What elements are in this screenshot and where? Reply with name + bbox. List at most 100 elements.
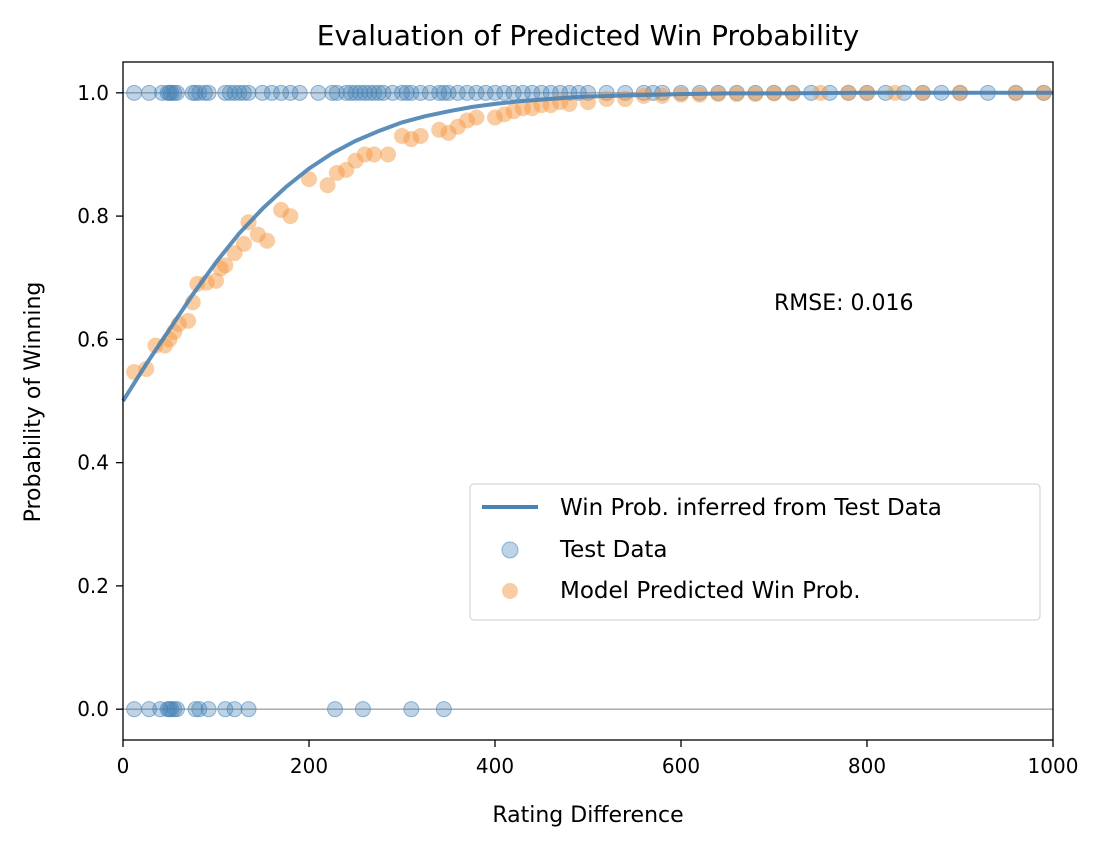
test-data-point <box>370 84 387 101</box>
x-axis-label: Rating Difference <box>492 803 683 828</box>
legend-box <box>469 483 1041 621</box>
y-tick-label: 0.0 <box>77 697 109 721</box>
y-tick-label: 0.8 <box>77 204 109 228</box>
test-data-point <box>440 84 457 101</box>
y-tick-label: 1.0 <box>77 81 109 105</box>
test-data-point <box>231 84 248 101</box>
legend-label-model: Model Predicted Win Prob. <box>560 578 861 604</box>
win-prob-curve <box>121 90 1053 403</box>
x-tick-label: 600 <box>662 754 700 778</box>
test-data-point <box>168 701 185 718</box>
legend-test-marker <box>501 541 519 559</box>
test-data-point <box>496 84 513 101</box>
model-prediction-point <box>617 90 634 107</box>
test-data-point <box>468 84 485 101</box>
test-data-point <box>403 84 420 101</box>
test-data-point <box>384 84 401 101</box>
test-data-point <box>375 84 392 101</box>
legend: Win Prob. inferred from Test Data Test D… <box>469 483 1041 621</box>
test-data-point <box>200 701 217 718</box>
test-data-point <box>200 84 217 101</box>
chart-title: Evaluation of Predicted Win Probability <box>317 19 859 52</box>
model-prediction-point <box>235 235 252 252</box>
tick-layer: 0 200 400 600 800 1000 0.0 0.2 0.4 0.6 0.8 1.0 <box>77 81 1078 778</box>
model-prediction-point <box>282 208 299 225</box>
test-data-point <box>324 84 341 101</box>
test-data-point <box>141 701 158 718</box>
test-data-point <box>263 84 280 101</box>
test-data-point <box>421 84 438 101</box>
test-data-point <box>187 701 204 718</box>
test-data-point <box>291 84 308 101</box>
test-data-point <box>310 84 327 101</box>
test-data-point <box>356 84 373 101</box>
x-tick-label: 200 <box>290 754 328 778</box>
test-data-point <box>435 84 452 101</box>
test-data-point <box>328 84 345 101</box>
test-data-point <box>398 84 415 101</box>
test-data-point <box>273 84 290 101</box>
test-data-point <box>187 84 204 101</box>
axes-frame <box>122 61 1054 741</box>
model-prediction-point <box>180 312 197 329</box>
test-data-point <box>477 84 494 101</box>
model-prediction-point <box>301 171 317 188</box>
model-prediction-point <box>598 90 615 107</box>
model-prediction-point <box>319 177 336 194</box>
model-prediction-point <box>561 95 578 112</box>
test-data-point <box>487 84 503 101</box>
model-prediction-point <box>208 272 224 289</box>
x-tick-label: 400 <box>476 754 514 778</box>
test-data-point <box>403 701 420 718</box>
test-data-point <box>361 84 378 101</box>
test-data-point <box>126 701 143 718</box>
y-tick-label: 0.6 <box>77 327 109 351</box>
rmse-annotation: RMSE: 0.016 <box>774 291 914 316</box>
test-data-point <box>352 84 369 101</box>
legend-label-curve: Win Prob. inferred from Test Data <box>560 495 942 521</box>
test-data-point <box>240 84 257 101</box>
test-data-point <box>191 701 208 718</box>
legend-label-test: Test Data <box>559 537 668 563</box>
test-data-point <box>449 84 466 101</box>
model-prediction-point <box>412 127 429 144</box>
test-data-point <box>217 84 234 101</box>
legend-model-marker <box>502 583 518 599</box>
test-data-point <box>226 84 243 101</box>
test-data-point <box>168 84 185 101</box>
test-data-point <box>141 84 158 101</box>
test-data-point <box>196 84 213 101</box>
test-data-point <box>235 84 252 101</box>
model-prediction-point <box>366 146 383 163</box>
test-data-point <box>282 84 299 101</box>
test-data-point <box>240 701 257 718</box>
test-data-point <box>435 701 452 718</box>
test-data-point <box>459 84 476 101</box>
test-data-point <box>254 84 271 101</box>
test-data-point <box>347 84 364 101</box>
model-prediction-point <box>217 257 234 274</box>
model-prediction-point <box>380 146 397 163</box>
test-data-point <box>191 84 208 101</box>
test-data-point <box>126 84 143 101</box>
test-data-point <box>338 84 355 101</box>
model-prediction-point <box>468 109 485 126</box>
x-tick-label: 0 <box>117 754 130 778</box>
test-data-point <box>327 701 344 718</box>
x-tick-label: 1000 <box>1028 754 1079 778</box>
test-data-point <box>412 84 429 101</box>
y-tick-label: 0.2 <box>77 574 109 598</box>
test-data-point <box>394 84 410 101</box>
test-data-point <box>226 701 243 718</box>
test-data-point <box>217 701 234 718</box>
test-data-point <box>221 84 238 101</box>
y-tick-label: 0.4 <box>77 451 109 475</box>
x-tick-label: 800 <box>848 754 886 778</box>
test-data-point <box>342 84 359 101</box>
plot-area <box>121 84 1053 718</box>
test-data-point <box>431 84 448 101</box>
test-data-point <box>354 701 371 718</box>
test-data-point <box>366 84 383 101</box>
